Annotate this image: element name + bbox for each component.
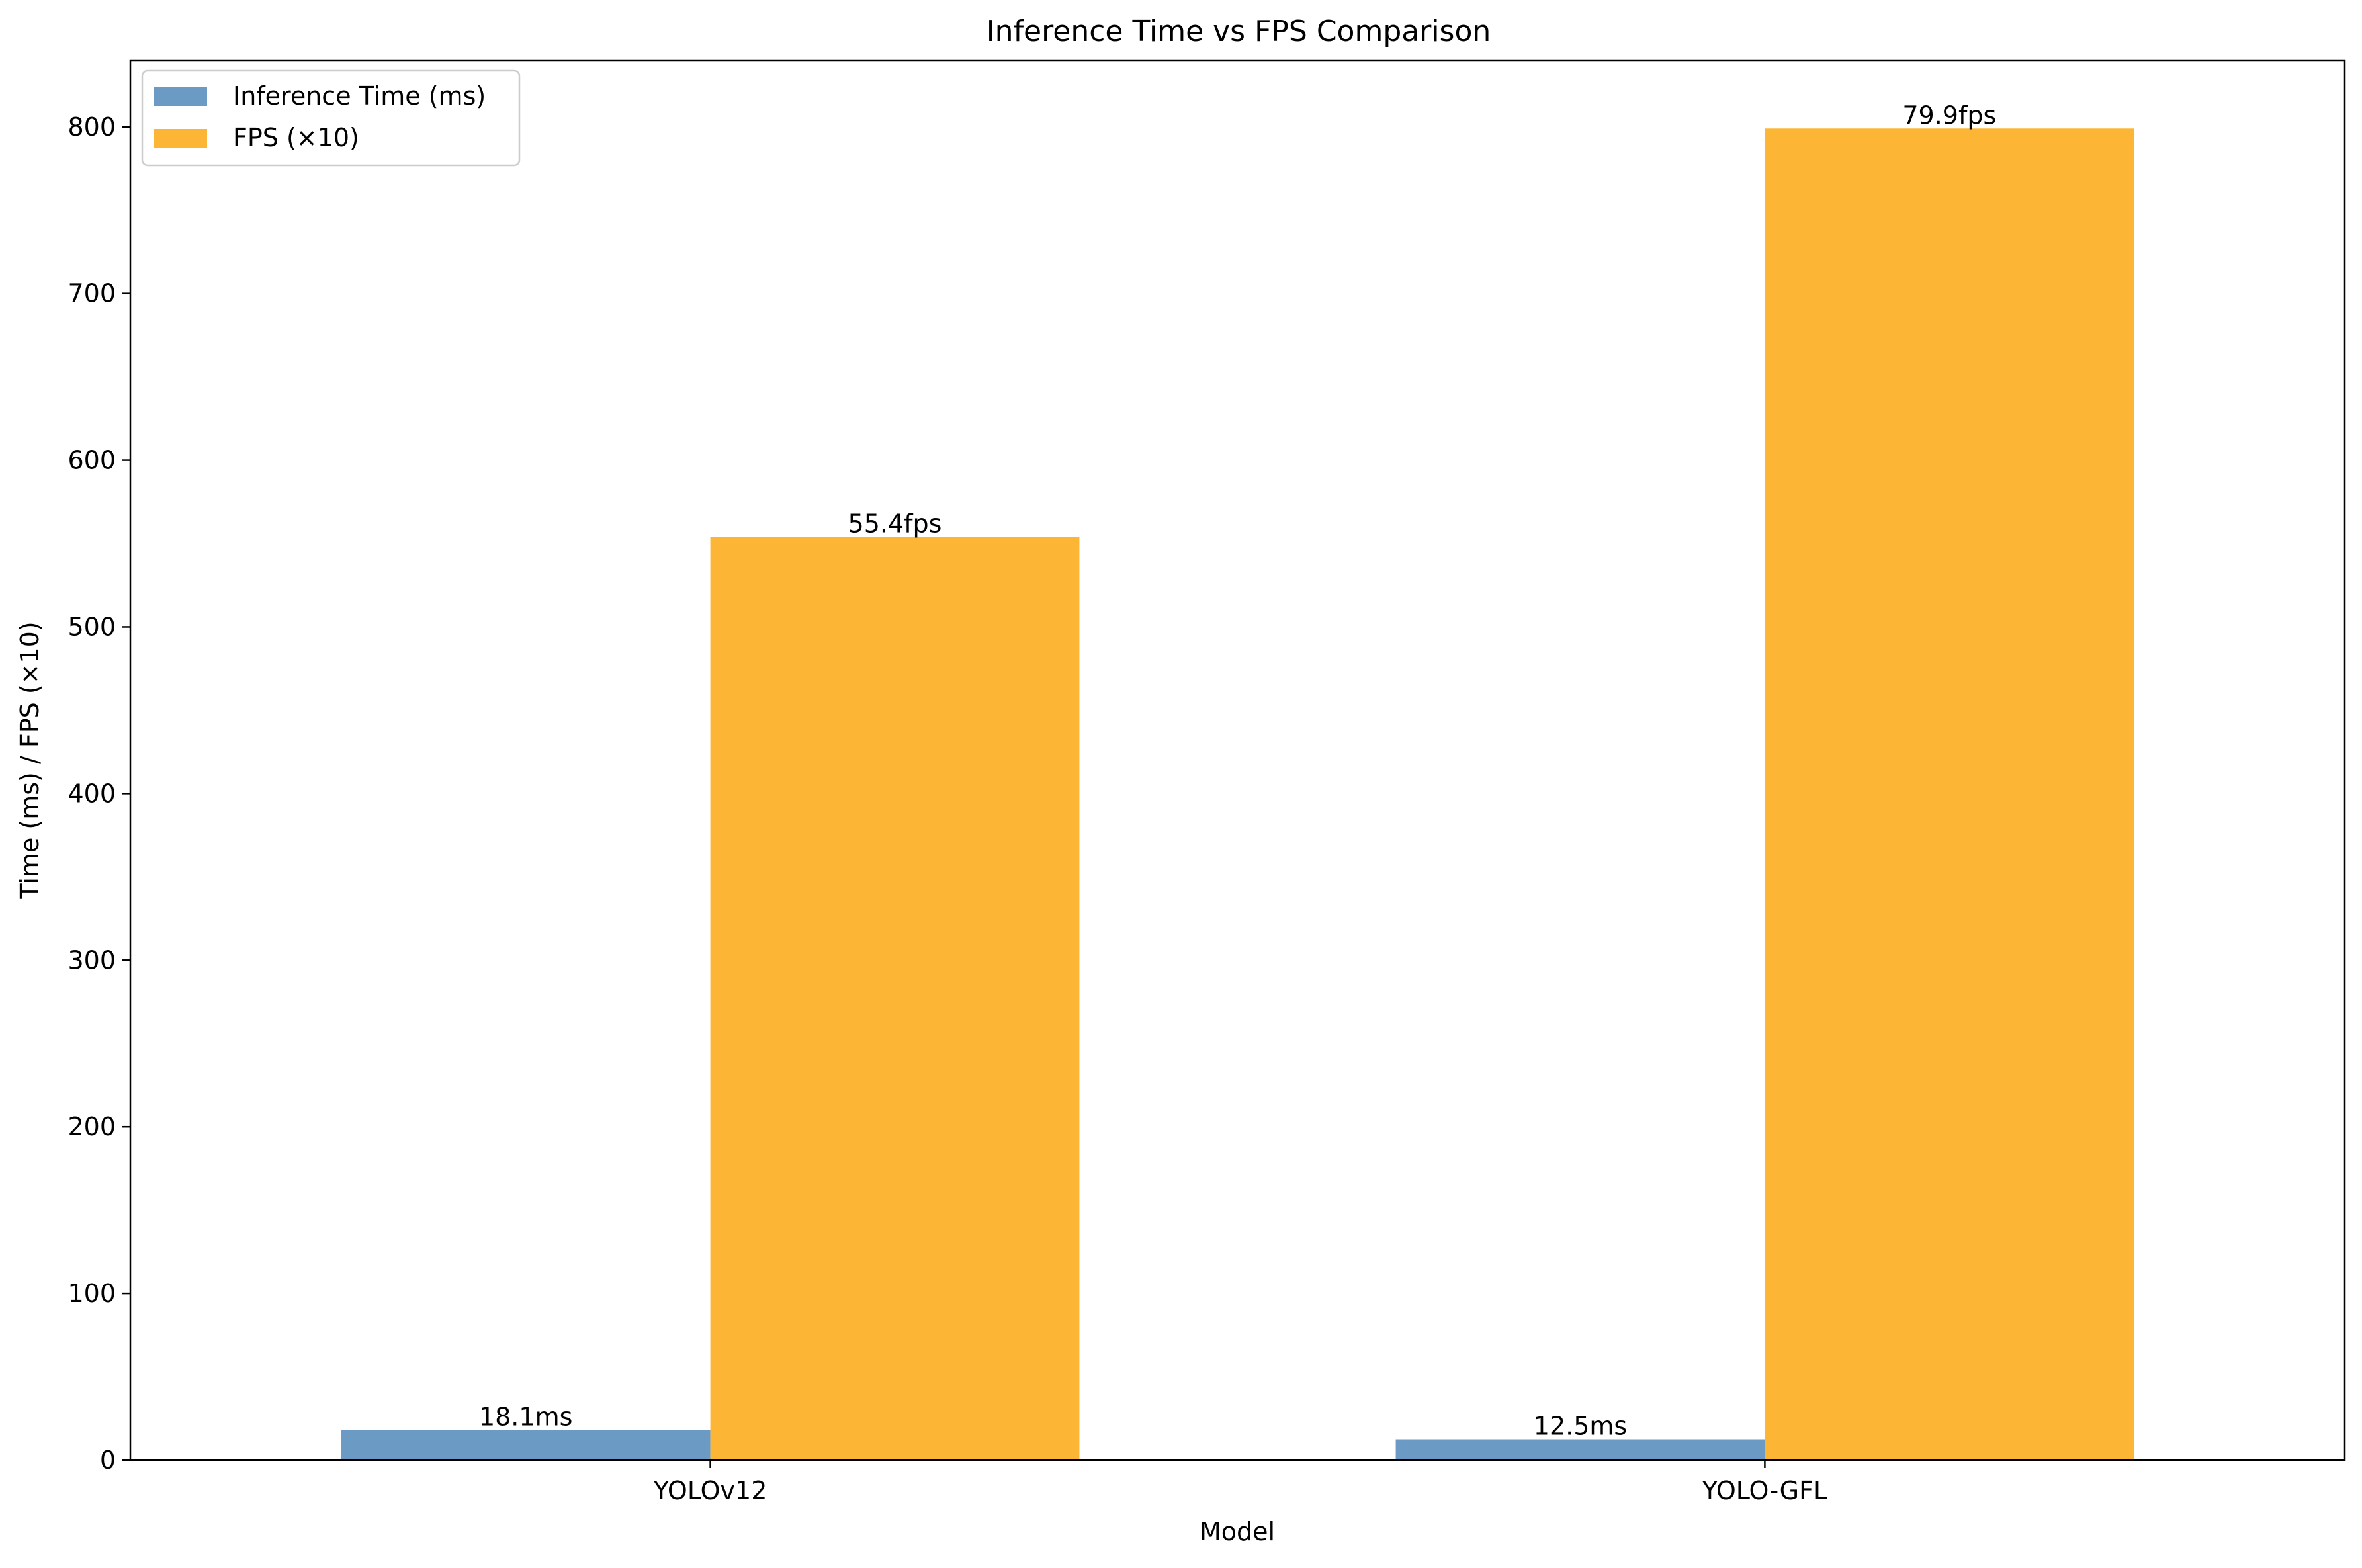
y-tick-label: 400 xyxy=(67,779,116,808)
x-axis: YOLOv12 YOLO-GFL xyxy=(653,1460,1827,1505)
x-tick-label: YOLOv12 xyxy=(653,1476,767,1505)
bar-inference-time-yolov12 xyxy=(341,1430,711,1460)
bar-inference-time-yolo-gfl xyxy=(1395,1439,1765,1460)
legend-label-fps: FPS (×10) xyxy=(233,123,359,152)
bar-value-label: 12.5ms xyxy=(1534,1412,1627,1441)
y-tick-label: 300 xyxy=(67,945,116,975)
x-tick-label: YOLO-GFL xyxy=(1702,1476,1827,1505)
y-tick-label: 100 xyxy=(67,1279,116,1308)
legend-swatch-inference-time xyxy=(154,87,207,106)
y-tick-label: 800 xyxy=(67,112,116,142)
y-tick-label: 200 xyxy=(67,1112,116,1141)
plot-area-frame xyxy=(129,59,2346,1461)
bar-fps-yolov12 xyxy=(710,537,1080,1460)
y-axis-label: Time (ms) / FPS (×10) xyxy=(15,621,44,899)
legend: Inference Time (ms) FPS (×10) xyxy=(141,69,521,167)
bars-layer xyxy=(341,128,2134,1460)
y-tick-label: 600 xyxy=(67,446,116,475)
chart-title: Inference Time vs FPS Comparison xyxy=(986,15,1491,48)
y-axis: 0 100 200 300 400 500 600 700 800 xyxy=(67,112,130,1475)
legend-frame xyxy=(141,69,521,167)
legend-swatch-fps xyxy=(154,129,207,148)
y-tick-label: 700 xyxy=(67,279,116,308)
bar-fps-yolo-gfl xyxy=(1765,128,2134,1460)
legend-label-inference-time: Inference Time (ms) xyxy=(233,81,486,110)
x-axis-label: Model xyxy=(1200,1517,1275,1546)
bar-value-label: 79.9fps xyxy=(1902,101,1996,130)
y-tick-label: 500 xyxy=(67,612,116,641)
bar-value-label: 55.4fps xyxy=(848,509,942,538)
bar-value-label: 18.1ms xyxy=(479,1402,572,1431)
y-tick-label: 0 xyxy=(100,1446,116,1475)
bar-labels-layer: 18.1ms 12.5ms 55.4fps 79.9fps xyxy=(479,101,1996,1440)
